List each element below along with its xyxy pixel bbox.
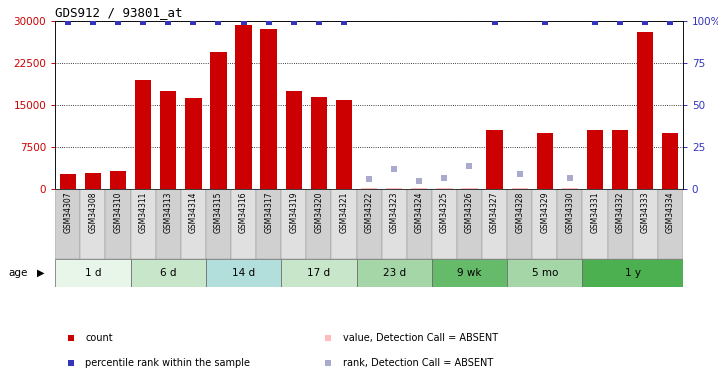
Bar <box>106 189 131 259</box>
Text: 23 d: 23 d <box>383 268 406 278</box>
Bar <box>281 189 307 259</box>
Text: rank, Detection Call = ABSENT: rank, Detection Call = ABSENT <box>342 358 493 368</box>
Bar <box>658 189 683 259</box>
Bar <box>432 259 507 287</box>
Bar <box>60 174 76 189</box>
Text: 9 wk: 9 wk <box>457 268 482 278</box>
Text: GSM34331: GSM34331 <box>590 192 600 233</box>
Text: GSM34334: GSM34334 <box>666 192 675 233</box>
Bar <box>461 188 477 189</box>
Bar <box>411 188 427 189</box>
Bar <box>361 188 377 189</box>
Bar <box>511 188 528 189</box>
Bar <box>311 97 327 189</box>
Bar <box>457 189 482 259</box>
Bar <box>381 189 406 259</box>
Bar <box>482 189 507 259</box>
Bar <box>261 29 277 189</box>
Bar <box>185 98 202 189</box>
Text: GSM34313: GSM34313 <box>164 192 173 233</box>
Bar <box>637 32 653 189</box>
Text: GSM34324: GSM34324 <box>415 192 424 233</box>
Text: value, Detection Call = ABSENT: value, Detection Call = ABSENT <box>342 333 498 344</box>
Text: GSM34326: GSM34326 <box>465 192 474 233</box>
Text: GSM34315: GSM34315 <box>214 192 223 233</box>
Bar <box>587 130 603 189</box>
Bar <box>612 130 628 189</box>
Text: 14 d: 14 d <box>232 268 255 278</box>
Bar <box>486 130 503 189</box>
Text: GSM34308: GSM34308 <box>88 192 98 233</box>
Bar <box>206 259 281 287</box>
Bar <box>156 189 181 259</box>
Text: GSM34320: GSM34320 <box>314 192 323 233</box>
Text: age: age <box>9 268 28 278</box>
Bar <box>432 189 457 259</box>
Bar <box>437 188 452 189</box>
Text: 5 mo: 5 mo <box>531 268 558 278</box>
Text: GSM34322: GSM34322 <box>365 192 373 233</box>
Text: GSM34323: GSM34323 <box>390 192 398 233</box>
Bar <box>135 80 151 189</box>
Text: GSM34311: GSM34311 <box>139 192 148 233</box>
Bar <box>236 25 252 189</box>
Text: ▶: ▶ <box>37 268 45 278</box>
Bar <box>181 189 206 259</box>
Bar <box>231 189 256 259</box>
Bar <box>286 91 302 189</box>
Text: GSM34332: GSM34332 <box>615 192 625 233</box>
Text: count: count <box>85 333 113 344</box>
Bar <box>536 133 553 189</box>
Text: 6 d: 6 d <box>160 268 177 278</box>
Text: GSM34319: GSM34319 <box>289 192 298 233</box>
Bar <box>386 188 402 189</box>
Text: GSM34307: GSM34307 <box>63 192 73 233</box>
Bar <box>131 259 206 287</box>
Bar <box>357 189 381 259</box>
Bar <box>561 188 578 189</box>
Bar <box>160 91 177 189</box>
Bar <box>210 52 227 189</box>
Text: GSM34333: GSM34333 <box>640 192 650 233</box>
Text: 1 d: 1 d <box>85 268 101 278</box>
Bar <box>85 173 101 189</box>
Text: 1 y: 1 y <box>625 268 640 278</box>
Bar <box>307 189 332 259</box>
Bar <box>281 259 357 287</box>
Bar <box>110 171 126 189</box>
Bar <box>55 189 80 259</box>
Text: GSM34316: GSM34316 <box>239 192 248 233</box>
Bar <box>582 259 683 287</box>
Bar <box>332 189 357 259</box>
Bar <box>633 189 658 259</box>
Bar <box>206 189 231 259</box>
Text: GSM34317: GSM34317 <box>264 192 273 233</box>
Text: GSM34327: GSM34327 <box>490 192 499 233</box>
Bar <box>507 259 582 287</box>
Text: percentile rank within the sample: percentile rank within the sample <box>85 358 251 368</box>
Bar <box>80 189 106 259</box>
Bar <box>532 189 557 259</box>
Text: GSM34325: GSM34325 <box>440 192 449 233</box>
Text: GSM34329: GSM34329 <box>540 192 549 233</box>
Bar <box>557 189 582 259</box>
Bar <box>582 189 607 259</box>
Bar <box>336 100 352 189</box>
Text: GSM34330: GSM34330 <box>565 192 574 233</box>
Text: GSM34314: GSM34314 <box>189 192 198 233</box>
Bar <box>357 259 432 287</box>
Bar <box>131 189 156 259</box>
Bar <box>256 189 281 259</box>
Bar <box>55 259 131 287</box>
Text: GSM34328: GSM34328 <box>515 192 524 233</box>
Text: GDS912 / 93801_at: GDS912 / 93801_at <box>55 6 183 20</box>
Text: 17 d: 17 d <box>307 268 330 278</box>
Bar <box>662 133 679 189</box>
Text: GSM34310: GSM34310 <box>113 192 123 233</box>
Bar <box>406 189 432 259</box>
Bar <box>607 189 633 259</box>
Bar <box>507 189 532 259</box>
Text: GSM34321: GSM34321 <box>340 192 348 233</box>
